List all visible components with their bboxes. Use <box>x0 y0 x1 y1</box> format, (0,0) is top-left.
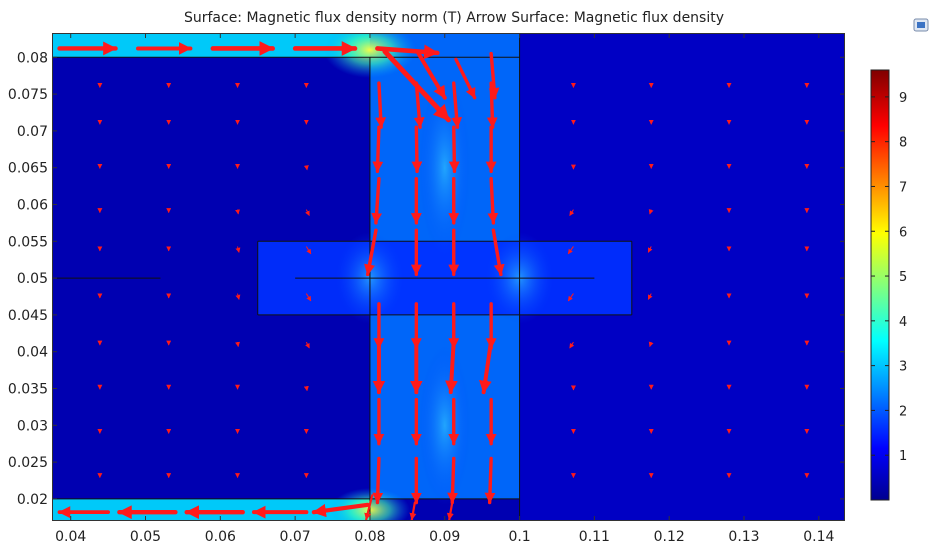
flux-arrow-small <box>303 165 309 171</box>
flux-arrow-small <box>647 246 653 253</box>
window-corner-icon[interactable] <box>913 17 929 32</box>
x-tick-label: 0.06 <box>205 529 236 545</box>
flux-arrow-small <box>569 341 575 349</box>
colorbar-tick-label: 4 <box>899 315 907 330</box>
flux-arrow-small <box>567 246 574 255</box>
y-tick-label: 0.07 <box>17 124 48 140</box>
x-tick-label: 0.04 <box>55 529 86 545</box>
x-tick-label: 0.13 <box>728 529 759 545</box>
flux-arrow-small <box>305 341 310 349</box>
flux-arrow <box>478 338 494 395</box>
flux-arrows <box>57 41 810 521</box>
y-tick-label: 0.045 <box>8 308 48 324</box>
flux-arrow-small <box>305 209 310 216</box>
y-tick-label: 0.035 <box>8 382 48 398</box>
colorbar-gradient <box>870 69 890 501</box>
flux-arrow <box>491 228 505 277</box>
y-tick-label: 0.025 <box>8 455 48 471</box>
flux-arrow-small <box>567 293 574 302</box>
flux-arrow-small <box>235 246 241 253</box>
flux-arrow <box>409 501 417 521</box>
x-tick-label: 0.05 <box>130 529 161 545</box>
flux-arrow <box>372 456 384 505</box>
y-tick-label: 0.02 <box>17 492 48 508</box>
flux-arrow <box>451 81 463 129</box>
flux-arrow-small <box>235 209 240 215</box>
flux-arrow-small <box>303 385 309 392</box>
flux-arrow <box>487 177 499 225</box>
flux-arrow-small <box>569 209 575 216</box>
flux-arrow <box>375 44 440 60</box>
flux-arrow <box>413 81 425 129</box>
flux-arrow-small <box>305 246 312 255</box>
plot-title: Surface: Magnetic flux density norm (T) … <box>184 10 724 26</box>
y-tick-label: 0.075 <box>8 87 48 103</box>
colorbar-tick-label: 7 <box>899 180 907 195</box>
x-tick-label: 0.11 <box>579 529 610 545</box>
y-tick-label: 0.06 <box>17 197 48 213</box>
colorbar: 1 2 3 4 5 6 7 8 9 <box>870 69 907 501</box>
flux-arrow <box>454 57 477 100</box>
flux-arrow <box>311 502 370 518</box>
flux-arrow <box>488 51 500 100</box>
flux-arrow-small <box>648 341 654 348</box>
flux-arrow-small <box>235 293 241 300</box>
geometry-outlines <box>52 33 633 521</box>
colorbar-tick-label: 6 <box>899 225 907 240</box>
x-tick-label: 0.1 <box>508 529 530 545</box>
x-axis: 0.04 0.05 0.06 0.07 0.08 0.09 0.1 0.11 0.12 0.13 0… <box>55 33 834 545</box>
flux-arrow <box>375 81 387 129</box>
y-tick-label: 0.04 <box>17 345 48 361</box>
flux-arrow <box>416 51 447 100</box>
flux-arrow-small <box>648 209 654 215</box>
y-tick-label: 0.065 <box>8 161 48 177</box>
colorbar-tick-label: 2 <box>899 404 907 419</box>
colorbar-tick-label: 1 <box>899 449 907 464</box>
y-tick-label: 0.08 <box>17 50 48 66</box>
plot-frame <box>52 33 845 521</box>
colorbar-tick-label: 3 <box>899 360 907 375</box>
x-tick-label: 0.07 <box>280 529 311 545</box>
colorbar-tick-label: 8 <box>899 136 907 151</box>
x-tick-label: 0.08 <box>354 529 385 545</box>
flux-arrow <box>448 125 460 174</box>
flux-arrow <box>372 125 384 174</box>
x-tick-label: 0.09 <box>429 529 460 545</box>
colorbar-tick-label: 9 <box>899 91 907 106</box>
flux-arrow <box>486 81 498 129</box>
y-tick-label: 0.055 <box>8 234 48 250</box>
flux-arrow <box>446 501 454 521</box>
flux-arrow-small <box>305 293 312 302</box>
flux-arrow <box>484 456 496 505</box>
flux-arrow <box>364 228 378 277</box>
flux-arrow <box>411 125 423 174</box>
field-hotspot <box>418 77 471 258</box>
field-hotspot <box>418 345 471 506</box>
flux-arrow-small <box>235 341 240 348</box>
colorbar-tick-label: 5 <box>899 270 907 285</box>
flux-arrow <box>364 494 374 521</box>
flux-arrow-small <box>647 293 653 300</box>
x-tick-label: 0.12 <box>654 529 685 545</box>
flux-arrow <box>445 338 458 395</box>
y-tick-label: 0.03 <box>17 418 48 434</box>
x-tick-label: 0.14 <box>803 529 834 545</box>
field-region <box>52 33 370 58</box>
flux-arrow <box>371 177 383 225</box>
y-axis: 0.02 0.025 0.03 0.035 0.04 0.045 0.05 0.055 0.06… <box>8 50 845 508</box>
flux-arrow <box>447 456 459 505</box>
y-tick-label: 0.05 <box>17 271 48 287</box>
